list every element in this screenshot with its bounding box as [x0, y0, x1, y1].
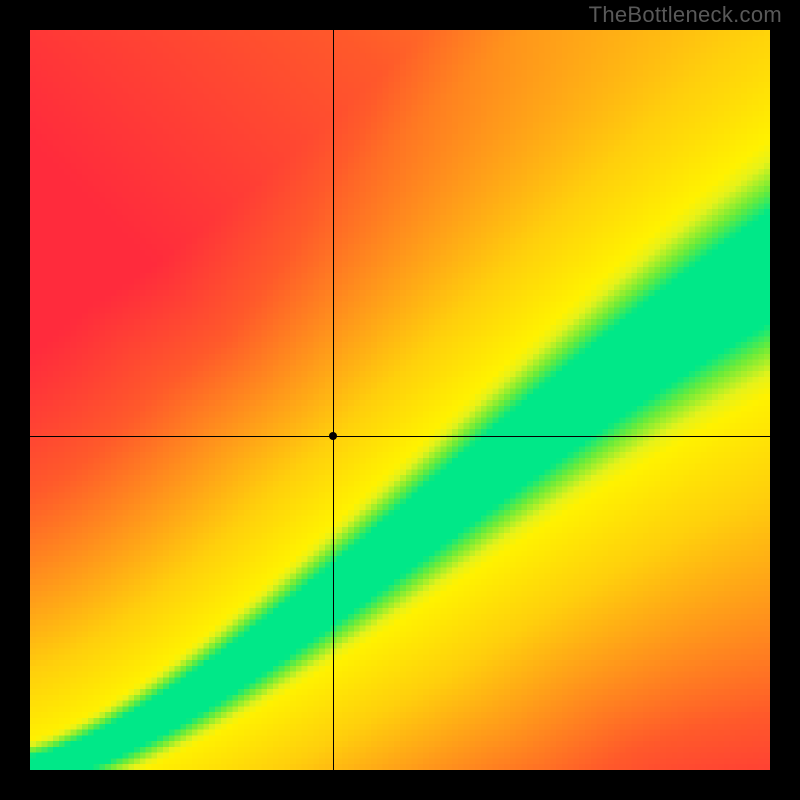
heatmap-plot	[30, 30, 770, 770]
crosshair-horizontal	[30, 436, 770, 437]
heatmap-canvas	[30, 30, 770, 770]
crosshair-marker-dot	[329, 432, 337, 440]
watermark-text: TheBottleneck.com	[589, 2, 782, 28]
crosshair-vertical	[333, 30, 334, 770]
